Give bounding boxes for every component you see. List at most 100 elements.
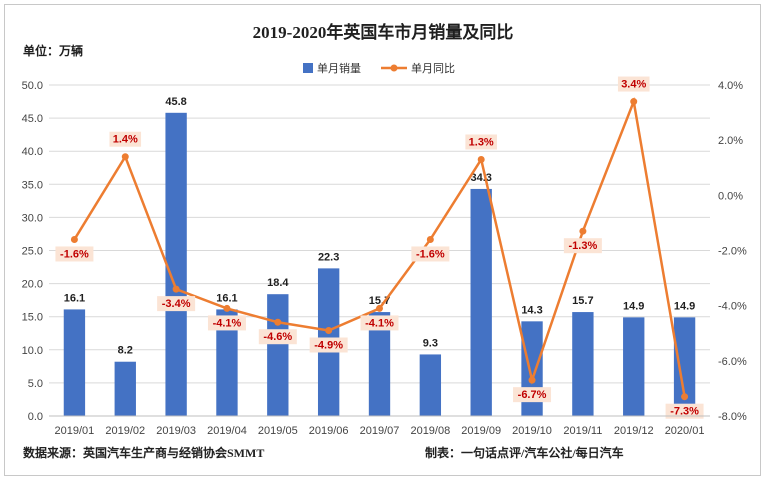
line-marker [579,227,587,235]
x-tick-label: 2019/02 [105,425,145,437]
right-axis: -8.0% -6.0% -4.0% -2.0% 0.0% 2.0% 4.0% [718,80,747,423]
line-value-label: -3.4% [162,298,191,310]
bar [623,317,645,416]
line-marker [70,235,78,243]
legend-bar-swatch [303,63,313,73]
bar-value-label: 16.1 [64,292,85,304]
bar-value-label: 34.3 [470,172,491,184]
bar-value-label: 9.3 [423,337,438,349]
line-marker [477,155,485,163]
left-tick-label: 10.0 [22,345,43,357]
line-value-label: -6.7% [518,389,547,401]
line-value-label: -4.6% [263,331,292,343]
bar [572,312,594,416]
x-tick-label: 2019/11 [563,425,602,437]
line-label-bg [360,315,399,331]
line-marker [376,304,383,312]
x-tick-label: 2019/10 [512,425,552,437]
x-tick-label: 2020/01 [665,425,705,437]
x-tick-label: 2019/03 [156,425,196,437]
line-value-label: -7.3% [670,406,699,418]
bar-series [63,112,696,416]
right-tick-label: -4.0% [718,301,747,313]
bar [63,309,86,416]
bar [216,309,238,416]
chart: 2019-2020年英国车市月销量及同比 单位：万辆 单月销量 单月同比 0.0… [22,22,747,460]
left-axis: 0.0 5.0 10.0 15.0 20.0 25.0 30.0 35.0 40.0 45.0 50… [22,80,43,423]
right-tick-label: -2.0% [718,246,747,258]
chart-title: 2019-2020年英国车市月销量及同比 [253,22,514,42]
left-tick-label: 30.0 [22,212,43,224]
bar-value-label: 18.4 [267,277,289,289]
left-tick-label: 50.0 [22,80,43,92]
line-series [70,96,689,401]
left-tick-label: 40.0 [22,146,43,158]
line-label-bg [465,134,497,150]
x-tick-label: 2019/08 [410,425,450,437]
left-tick-label: 20.0 [22,279,43,291]
chart-frame: 2019-2020年英国车市月销量及同比 单位：万辆 单月销量 单月同比 0.0… [4,4,761,476]
bar-value-label: 16.1 [216,292,237,304]
right-tick-label: -6.0% [718,356,747,368]
bar [165,112,187,416]
line-label-bg [109,131,142,147]
footer-source: 数据来源：英国汽车生产商与经销协会SMMT [23,445,264,460]
line-label-bg [513,387,552,403]
bar-value-label: 14.9 [623,300,644,312]
x-tick-label: 2019/09 [461,425,501,437]
bar-value-label: 14.3 [521,304,542,316]
bar-value-label: 15.7 [369,295,390,307]
x-tick-label: 2019/12 [614,425,654,437]
x-tick-label: 2019/01 [55,425,95,437]
legend-line-marker [390,64,398,72]
line-value-label: 3.4% [621,79,646,91]
bar [470,188,492,416]
line-label-bg [55,246,94,262]
x-tick-label: 2019/07 [360,425,400,437]
right-tick-label: 0.0% [718,190,743,202]
line-marker [325,326,333,334]
bar [673,317,696,416]
right-tick-label: 4.0% [718,80,743,92]
line-value-label: -4.1% [365,317,394,329]
line-value-label: -1.6% [416,248,445,260]
line-label-bg [309,337,348,353]
line-marker [528,376,536,384]
line-label-bg [411,246,450,262]
line-marker [121,153,129,161]
legend-bar-label: 单月销量 [317,61,361,75]
x-tick-label: 2019/04 [207,425,247,437]
bar-value-label: 45.8 [165,96,186,108]
bar [267,294,289,416]
line-marker [223,304,231,312]
x-tick-label: 2019/06 [309,425,349,437]
left-tick-label: 35.0 [22,179,43,191]
line-value-label: -1.6% [60,248,89,260]
bar-value-label: 22.3 [318,251,339,263]
right-tick-label: 2.0% [718,135,743,147]
legend-line-label: 单月同比 [411,62,455,75]
unit-label: 单位：万辆 [23,43,83,58]
line-label-bg [563,238,602,254]
bar-labels: 16.1 8.2 45.8 16.1 18.4 22.3 15.7 9.3 34.3 14.3 15… [64,96,696,357]
bar [368,312,391,416]
x-tick-label: 2019/05 [258,425,298,437]
line-value-label: -1.3% [569,240,598,252]
line-value-label: -4.9% [314,339,343,351]
line-value-label: 1.4% [113,134,138,146]
footer-credit: 制表：一句话点评/汽车公社/每日汽车 [425,445,624,460]
left-tick-label: 25.0 [22,246,43,258]
left-tick-label: 45.0 [22,113,43,125]
bar-value-label: 14.9 [674,300,695,312]
line-marker [274,318,282,326]
line-value-label: -4.1% [213,317,242,329]
bar [114,361,136,416]
left-tick-label: 5.0 [28,378,43,390]
x-axis: 2019/01 2019/02 2019/03 2019/04 2019/05 2019/… [49,415,710,437]
line-marker [681,393,689,401]
left-tick-label: 0.0 [28,411,43,423]
bar-value-label: 15.7 [572,295,593,307]
bar-value-label: 8.2 [118,345,133,357]
line-value-label: 1.3% [469,136,494,148]
legend: 单月销量 单月同比 [303,61,455,75]
